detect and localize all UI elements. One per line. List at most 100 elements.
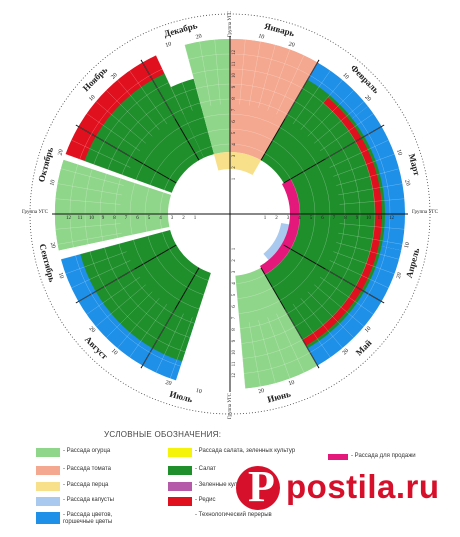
axis-tick-label: 6 (136, 216, 139, 221)
axis-tick-label: 9 (232, 339, 237, 342)
axis-tick-label: 8 (113, 216, 116, 221)
legend-swatch (168, 512, 192, 521)
group-label-top: Группа УГС (228, 10, 233, 37)
axis-tick-label: 11 (232, 61, 237, 66)
axis-tick-label: 8 (232, 97, 237, 100)
grid-line (106, 291, 153, 338)
grid-line (117, 298, 160, 349)
ring-tick-label: 10 (57, 272, 64, 279)
cucumber-sector (184, 39, 230, 155)
legend-swatch (36, 482, 60, 491)
legend-item-break: - Технологический перерыв (168, 512, 272, 521)
axis-tick-label: 8 (232, 328, 237, 331)
outer-ring (29, 13, 431, 415)
legend-swatch (168, 482, 192, 491)
legend-item-tomato: - Рассада томата (36, 466, 111, 475)
grid-line (55, 198, 121, 205)
grid-line (239, 323, 246, 389)
ring-tick-label: 10 (110, 348, 118, 356)
axis-tick-label: 6 (232, 120, 237, 123)
axis-tick-label: 7 (232, 108, 237, 111)
group-label-left: Группа УГС (22, 210, 49, 215)
grid-line (300, 298, 343, 349)
legend-label: - Рассада томата (63, 466, 112, 472)
month-label: Март (407, 153, 423, 178)
legend-item-radish: - Редис (168, 497, 215, 506)
axis-tick-label: 2 (275, 216, 278, 221)
month-divider (283, 124, 385, 184)
axis-tick-label: 9 (232, 85, 237, 88)
month-label: Ноябрь (81, 65, 110, 94)
axis-tick-label: 4 (232, 143, 237, 146)
grid-line (78, 126, 135, 160)
group-label-right: Группа УГС (412, 210, 439, 215)
month-label: Июль (168, 389, 193, 405)
grid-line (333, 153, 395, 177)
lettuce-sector (80, 230, 211, 362)
axis-tick-label: 4 (159, 216, 162, 221)
grid-line (307, 291, 354, 338)
axis-tick-label: 11 (378, 216, 383, 221)
legend-swatch (36, 512, 60, 524)
grid-line (214, 323, 221, 389)
grid-line (129, 303, 168, 358)
month-divider (75, 244, 177, 304)
legend-item-cucumber: - Рассада огурца (36, 448, 110, 457)
grid-line (276, 55, 305, 115)
grid-line (117, 79, 160, 130)
axis-tick-label: 10 (89, 216, 95, 221)
legend-item-sale-seedlings: - Рассада для продажи (328, 453, 416, 460)
ring-tick-label: 20 (195, 33, 202, 40)
axis-tick-label: 11 (232, 361, 237, 366)
legend-label: - Зеленные культуры (195, 482, 254, 488)
grid-line (267, 317, 291, 379)
grid-line (292, 70, 331, 125)
legend-swatch (36, 497, 60, 506)
ring-tick-label: 10 (288, 380, 295, 387)
ring-tick-label: 10 (341, 72, 349, 80)
month-divider (75, 124, 177, 184)
grid-line (329, 139, 389, 168)
axis-tick-label: 10 (366, 216, 372, 221)
crop-rotation-wheel: 1111222233334444555566667777888899991010… (22, 10, 439, 419)
legend-label: - Салат (195, 466, 216, 472)
legend-swatch (36, 448, 60, 457)
grid-line (336, 168, 400, 186)
grid-line (199, 322, 212, 387)
grid-line (314, 101, 365, 144)
grid-line (86, 113, 141, 152)
legend-label: - Технологический перерыв (195, 512, 272, 518)
legend-swatch (328, 454, 348, 460)
legend-item-lettuce-seedlings: - Рассада салата, зеленных культур (168, 448, 295, 457)
ring-tick-label: 10 (195, 388, 202, 395)
axis-tick-label: 3 (171, 216, 174, 221)
axis-tick-label: 7 (125, 216, 128, 221)
axis-tick-label: 1 (264, 216, 267, 221)
grid-line (57, 232, 122, 245)
axis-tick-label: 5 (232, 131, 237, 134)
legend-label: - Рассада капусты (63, 497, 114, 503)
grid-line (314, 284, 365, 327)
grid-line (95, 101, 146, 144)
ring-tick-label: 20 (49, 242, 56, 249)
legend-label: - Рассада перца (63, 482, 109, 488)
ring-tick-label: 10 (404, 242, 411, 249)
ring-tick-label: 10 (395, 149, 402, 156)
axis-tick-label: 4 (232, 282, 237, 285)
grid-line (284, 309, 318, 366)
legend-swatch (168, 466, 192, 475)
grid-line (284, 62, 318, 119)
legend-item-pepper: - Рассада перца (36, 482, 108, 491)
legend-swatch (168, 497, 192, 506)
axis-tick-label: 8 (344, 216, 347, 221)
grid-line (60, 168, 124, 186)
axis-tick-label: 3 (287, 216, 290, 221)
grid-line (71, 260, 131, 289)
sale-seedlings-sector (260, 179, 300, 275)
ring-tick-label: 10 (49, 179, 56, 186)
legend-swatch (168, 448, 192, 457)
axis-tick-label: 4 (298, 216, 301, 221)
legend-item-lettuce: - Салат (168, 466, 216, 475)
axis-tick-label: 9 (102, 216, 105, 221)
grid-line (239, 39, 246, 105)
